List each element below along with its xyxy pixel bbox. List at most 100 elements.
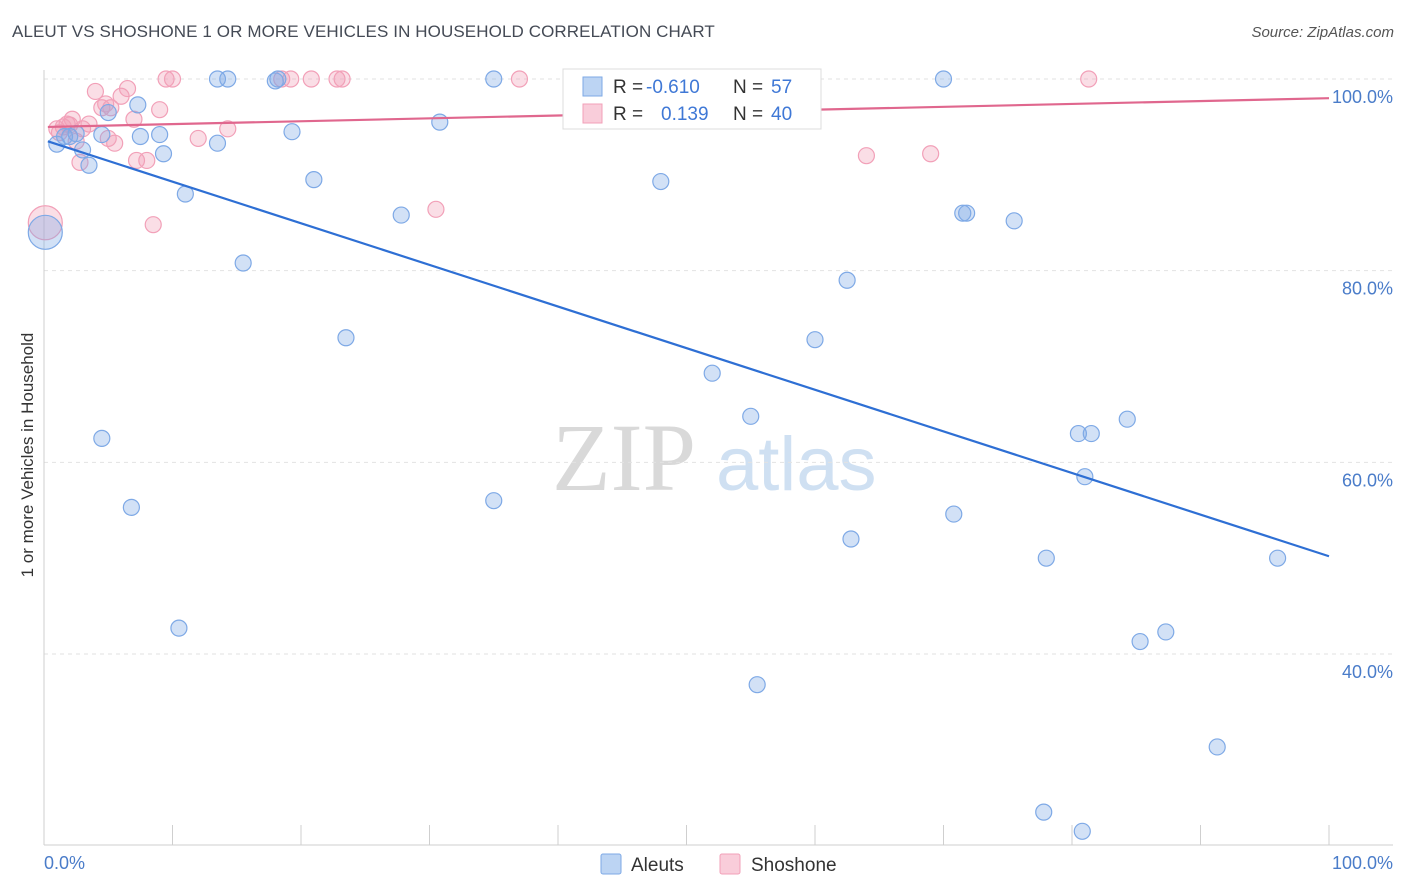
y-tick-label-40: 40.0% — [1342, 662, 1393, 682]
aleut-point-7 — [93, 125, 111, 144]
aleut-point-4 — [67, 125, 85, 143]
y-tick-label-100: 100.0% — [1332, 87, 1393, 107]
legend-swatch-aleut — [582, 76, 603, 97]
aleut-point-33 — [748, 676, 766, 694]
aleut-point-17 — [234, 254, 252, 272]
series-legend: Aleuts Shoshone — [600, 853, 837, 876]
aleut-point-32 — [742, 407, 760, 425]
aleut-point-8 — [99, 103, 117, 122]
legend-r-value-shoshone: 0.139 — [661, 104, 709, 125]
shoshone-point-21 — [138, 151, 156, 170]
bottom-legend-shoshone: Shoshone — [751, 855, 837, 876]
aleut-point-44 — [1069, 424, 1088, 443]
aleut-point-52 — [1268, 549, 1287, 567]
aleut-point-39 — [954, 204, 972, 222]
shoshone-point-34 — [510, 70, 529, 88]
aleut-point-43 — [1037, 549, 1055, 567]
shoshone-points — [27, 70, 1098, 241]
legend-n-value-aleut: 57 — [771, 77, 792, 98]
shoshone-point-31 — [328, 70, 346, 88]
aleut-point-49 — [1131, 632, 1149, 651]
aleut-point-30 — [652, 172, 670, 191]
bottom-legend-swatch-aleut — [600, 853, 622, 875]
aleut-point-24 — [431, 113, 449, 131]
legend-swatch-shoshone — [582, 103, 603, 124]
aleut-point-40 — [958, 204, 976, 222]
aleut-point-0 — [27, 214, 63, 250]
aleut-point-38 — [945, 505, 963, 523]
shoshone-point-22 — [144, 216, 162, 234]
legend-r-label-shoshone: R = — [613, 104, 643, 125]
shoshone-point-36 — [922, 145, 940, 163]
aleut-point-10 — [131, 127, 149, 146]
legend-box — [562, 68, 822, 130]
shoshone-point-37 — [1080, 70, 1098, 88]
shoshone-point-0 — [27, 205, 63, 241]
aleut-point-18 — [266, 72, 284, 90]
aleut-point-29 — [170, 619, 188, 637]
legend-n-label-shoshone: N = — [733, 104, 763, 125]
aleut-trend-line — [47, 140, 1330, 558]
aleut-point-11 — [151, 125, 169, 144]
shoshone-point-16 — [106, 134, 124, 152]
aleut-point-35 — [838, 271, 856, 289]
x-tick-label-left: 0.0% — [44, 853, 85, 873]
shoshone-point-11 — [86, 82, 105, 101]
aleut-point-37 — [934, 70, 953, 88]
aleut-point-27 — [93, 429, 111, 447]
axes — [43, 70, 1393, 846]
shoshone-point-15 — [102, 99, 120, 117]
correlation-legend: R = -0.610 N = 57 R = 0.139 N = 40 — [562, 68, 822, 130]
aleut-point-23 — [392, 206, 410, 224]
aleut-point-48 — [1118, 410, 1136, 428]
aleut-point-47 — [1082, 424, 1100, 443]
shoshone-point-26 — [189, 129, 207, 148]
aleut-point-36 — [842, 530, 860, 548]
legend-r-label-aleut: R = — [613, 77, 643, 98]
chart-title: ALEUT VS SHOSHONE 1 OR MORE VEHICLES IN … — [12, 22, 715, 41]
aleut-point-51 — [1208, 738, 1226, 756]
legend-r-value-aleut: -0.610 — [646, 77, 700, 98]
aleut-point-25 — [485, 492, 503, 510]
legend-n-value-shoshone: 40 — [771, 104, 792, 125]
aleut-point-12 — [154, 145, 173, 163]
shoshone-point-27 — [219, 120, 237, 138]
x-tick-label-right: 100.0% — [1332, 853, 1393, 873]
bottom-legend-swatch-shoshone — [719, 853, 741, 875]
aleut-point-41 — [1005, 212, 1023, 230]
aleut-point-31 — [703, 364, 721, 382]
aleut-point-19 — [269, 70, 287, 88]
aleut-point-21 — [305, 171, 323, 189]
shoshone-point-32 — [333, 70, 351, 88]
aleut-point-20 — [283, 123, 301, 141]
shoshone-point-23 — [151, 101, 169, 119]
x-ticks — [43, 825, 1330, 845]
aleut-point-50 — [1157, 623, 1175, 641]
aleut-point-34 — [806, 331, 824, 349]
source-note: Source: ZipAtlas.com — [1251, 24, 1394, 41]
shoshone-point-35 — [857, 147, 876, 165]
aleut-point-28 — [122, 498, 140, 516]
aleut-points — [27, 70, 1287, 840]
aleut-point-9 — [129, 96, 147, 114]
aleut-point-22 — [337, 329, 355, 347]
shoshone-point-28 — [273, 70, 291, 88]
shoshone-point-30 — [302, 70, 320, 88]
y-tick-label-80: 80.0% — [1342, 279, 1393, 299]
aleut-point-26 — [485, 70, 503, 88]
shoshone-point-10 — [80, 115, 98, 133]
bottom-legend-aleut: Aleuts — [631, 855, 684, 876]
aleut-point-42 — [1035, 803, 1053, 821]
aleut-point-45 — [1073, 822, 1091, 840]
aleut-point-16 — [219, 70, 237, 88]
y-tick-label-60: 60.0% — [1342, 470, 1393, 490]
aleut-point-14 — [208, 134, 227, 152]
shoshone-point-25 — [163, 70, 182, 88]
y-tick-labels: 40.0% 60.0% 80.0% 100.0% — [1332, 87, 1393, 682]
legend-n-label-aleut: N = — [733, 77, 763, 98]
watermark-atlas: atlas — [716, 422, 877, 507]
shoshone-point-18 — [118, 79, 137, 98]
shoshone-point-33 — [427, 200, 445, 218]
aleut-point-6 — [80, 156, 98, 174]
